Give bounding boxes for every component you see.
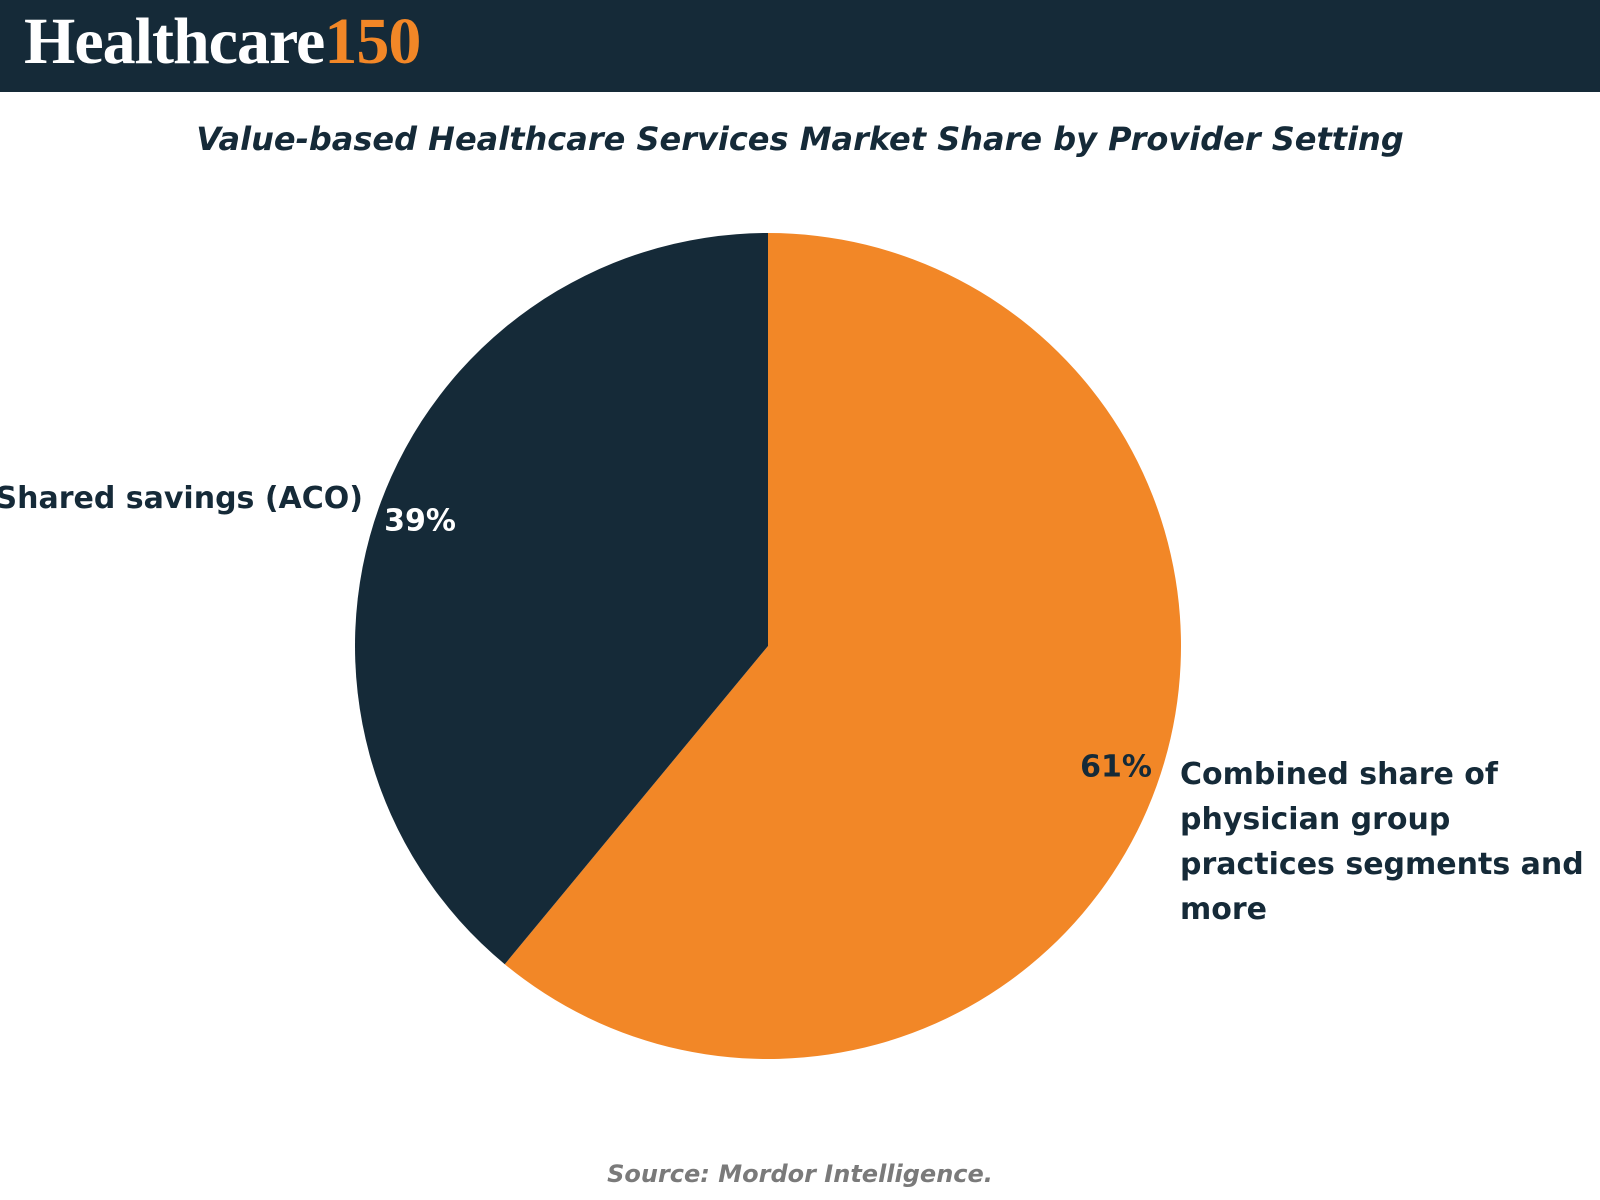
brand-name: Healthcare xyxy=(24,5,325,78)
chart-title: Value-based Healthcare Services Market S… xyxy=(196,120,1404,158)
source: Source: Mordor Intelligence. xyxy=(607,1160,993,1188)
value-label: 61% xyxy=(1080,750,1152,785)
category-label: Combined share of physician group practi… xyxy=(1180,757,1584,927)
brand-number: 150 xyxy=(324,5,421,78)
pie-slice xyxy=(504,233,1182,1059)
header: Healthcare150 xyxy=(0,0,1600,92)
category-label: Shared savings (ACO) xyxy=(0,481,363,516)
pie-slice xyxy=(355,233,768,965)
brand: Healthcare150 xyxy=(24,4,421,80)
value-label: 39% xyxy=(384,504,456,539)
